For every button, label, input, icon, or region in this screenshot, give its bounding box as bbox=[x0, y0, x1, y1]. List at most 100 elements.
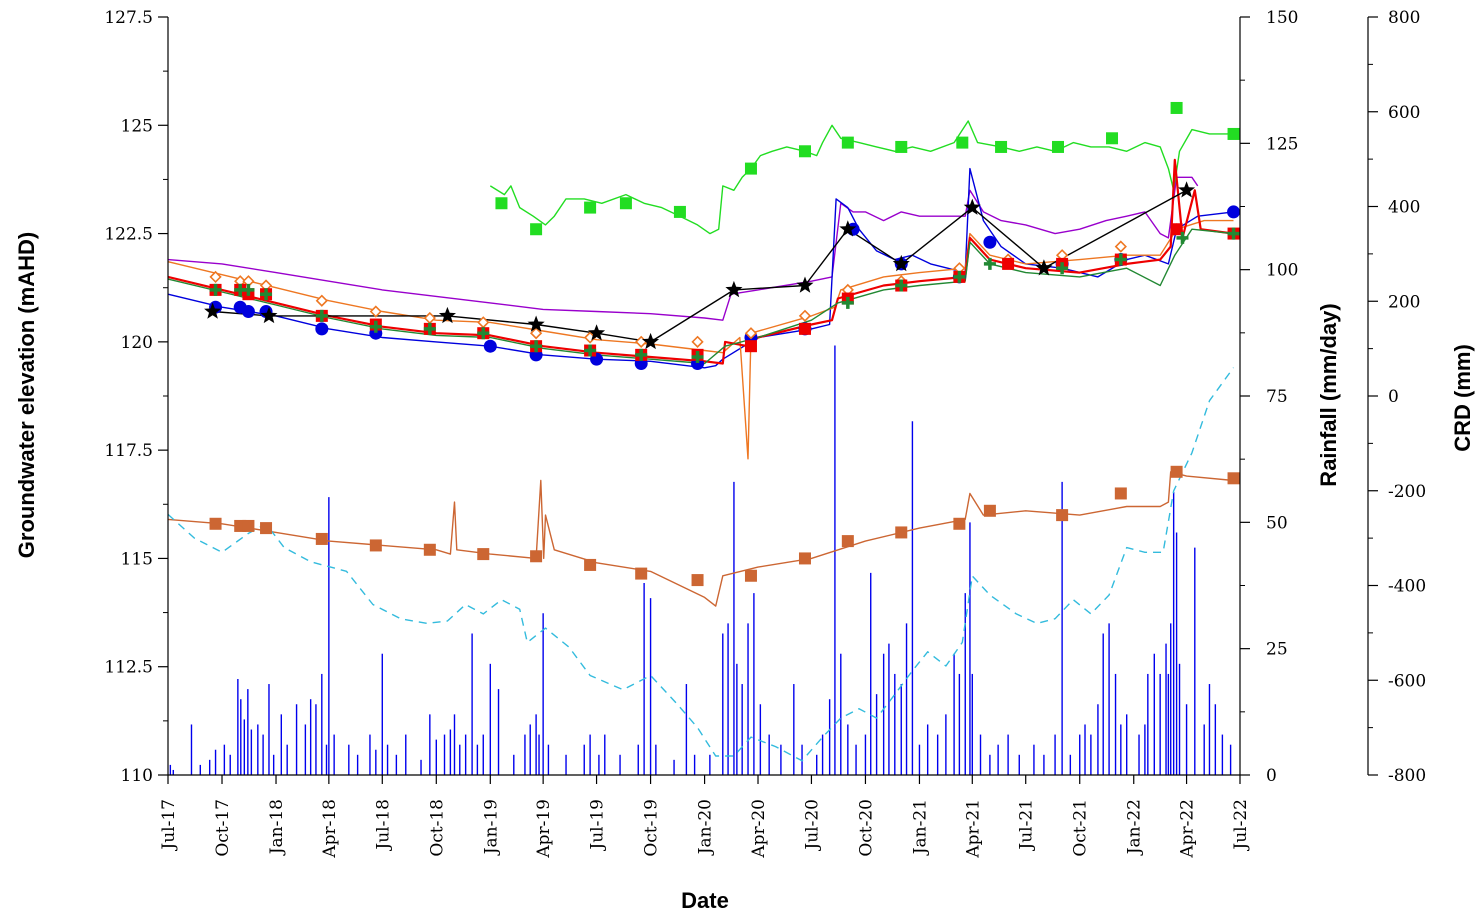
series-marker-5 bbox=[895, 279, 908, 292]
y-left-tick-label: 120 bbox=[121, 333, 153, 353]
series-marker-4 bbox=[1002, 257, 1015, 270]
series-marker-3 bbox=[529, 327, 543, 340]
y-rainfall-tick-label: 75 bbox=[1266, 387, 1288, 407]
series-marker-6 bbox=[725, 280, 743, 298]
series-marker-5 bbox=[209, 283, 222, 296]
y-left-tick-label: 127.5 bbox=[104, 8, 153, 28]
tick-labels: 110 112.5 115 117.5 120 122.5 125 127.5 0 25 50 75 1… bbox=[104, 8, 1426, 859]
series-line-7 bbox=[167, 471, 1234, 607]
x-tick-label: Jan-21 bbox=[910, 799, 930, 856]
series-marker-7 bbox=[983, 504, 996, 517]
series-marker-5 bbox=[260, 288, 273, 301]
series-marker-0 bbox=[995, 140, 1008, 153]
series-marker-2 bbox=[983, 235, 997, 249]
x-tick-label: Jul-18 bbox=[373, 799, 393, 852]
series-line-4 bbox=[167, 158, 1234, 365]
y-crd-tick-label: -800 bbox=[1388, 766, 1426, 786]
x-tick-label: Jul-20 bbox=[802, 799, 822, 852]
series-marker-3 bbox=[1114, 240, 1127, 253]
series-marker-0 bbox=[619, 197, 632, 210]
series-marker-3 bbox=[744, 327, 758, 340]
series-marker-7 bbox=[798, 552, 811, 565]
x-tick-label: Oct-18 bbox=[427, 799, 447, 857]
series-marker-7 bbox=[744, 569, 757, 582]
series-marker-0 bbox=[895, 140, 908, 153]
series-marker-6 bbox=[438, 306, 456, 324]
series-line-5 bbox=[167, 228, 1234, 365]
series-marker-6 bbox=[1178, 181, 1196, 198]
series-marker-3 bbox=[209, 270, 222, 284]
series-marker-6 bbox=[260, 306, 278, 324]
y-crd-tick-label: -400 bbox=[1388, 577, 1426, 597]
series-marker-7 bbox=[530, 550, 543, 563]
x-tick-label: Apr-22 bbox=[1178, 799, 1198, 859]
series-marker-3 bbox=[798, 309, 812, 323]
series-marker-0 bbox=[744, 162, 757, 175]
series-marker-0 bbox=[495, 197, 508, 210]
series-marker-7 bbox=[369, 539, 382, 552]
y-left-tick-label: 115 bbox=[121, 549, 153, 569]
series-marker-5 bbox=[477, 327, 490, 340]
x-tick-label: Oct-17 bbox=[213, 799, 233, 857]
series-line-8 bbox=[167, 367, 1235, 762]
x-tick-label: Jan-19 bbox=[481, 799, 501, 856]
series-marker-0 bbox=[841, 136, 854, 149]
series-marker-4 bbox=[744, 340, 757, 353]
y-crd-tick-label: 0 bbox=[1388, 387, 1399, 407]
y-rainfall-tick-label: 100 bbox=[1266, 261, 1298, 281]
y-crd-tick-label: 600 bbox=[1388, 103, 1420, 123]
x-tick-label: Apr-18 bbox=[320, 799, 340, 859]
series-marker-2 bbox=[315, 322, 329, 336]
series-marker-6 bbox=[527, 315, 545, 332]
y-axis-rainfall-title: Rainfall (mm/day) bbox=[1316, 303, 1341, 486]
series-marker-7 bbox=[1056, 509, 1069, 522]
series-marker-7 bbox=[423, 543, 436, 556]
series-marker-6 bbox=[892, 254, 910, 272]
y-left-tick-label: 110 bbox=[121, 766, 153, 786]
series-marker-6 bbox=[796, 276, 814, 293]
series-marker-7 bbox=[691, 574, 704, 587]
x-tick-label: Jul-19 bbox=[588, 799, 608, 852]
series-marker-6 bbox=[963, 198, 981, 215]
series-marker-0 bbox=[673, 205, 686, 218]
series-marker-7 bbox=[953, 517, 966, 530]
series-marker-0 bbox=[956, 136, 969, 149]
series-marker-5 bbox=[1056, 262, 1069, 275]
series-marker-0 bbox=[1052, 140, 1065, 153]
series-marker-0 bbox=[1106, 132, 1119, 145]
y-left-tick-label: 112.5 bbox=[104, 658, 153, 678]
series-marker-0 bbox=[798, 145, 811, 158]
series-marker-0 bbox=[530, 223, 543, 236]
x-tick-label: Apr-20 bbox=[749, 799, 769, 859]
series-markers bbox=[204, 101, 1241, 587]
series-marker-3 bbox=[315, 294, 328, 307]
y-rainfall-tick-label: 125 bbox=[1266, 134, 1298, 154]
y-crd-tick-label: -200 bbox=[1388, 482, 1426, 502]
series-marker-7 bbox=[209, 517, 222, 530]
series-marker-4 bbox=[798, 322, 811, 335]
x-tick-label: Jan-18 bbox=[267, 799, 287, 856]
y-rainfall-tick-label: 50 bbox=[1266, 513, 1288, 533]
series-marker-7 bbox=[1170, 465, 1183, 478]
series-marker-5 bbox=[953, 270, 966, 283]
y-crd-tick-label: 800 bbox=[1388, 8, 1420, 28]
y-crd-tick-label: -600 bbox=[1388, 671, 1426, 691]
series-marker-7 bbox=[584, 558, 597, 571]
series-marker-2 bbox=[1227, 205, 1241, 219]
series-marker-6 bbox=[642, 332, 660, 350]
series-marker-5 bbox=[530, 340, 543, 353]
series-marker-3 bbox=[691, 335, 704, 348]
x-tick-label: Jul-21 bbox=[1017, 799, 1037, 852]
series-line-0 bbox=[489, 120, 1237, 235]
series-marker-6 bbox=[839, 220, 857, 237]
x-axis-title: Date bbox=[681, 888, 729, 912]
series-marker-7 bbox=[841, 535, 854, 548]
series-line-1 bbox=[167, 176, 1199, 321]
y-left-tick-label: 122.5 bbox=[104, 225, 153, 245]
series-marker-7 bbox=[895, 526, 908, 539]
x-tick-label: Jan-20 bbox=[696, 799, 716, 856]
y-left-tick-label: 125 bbox=[121, 116, 153, 136]
series-line-2 bbox=[167, 167, 1234, 369]
rainfall-bars bbox=[169, 345, 1232, 775]
series-marker-5 bbox=[1176, 231, 1189, 244]
